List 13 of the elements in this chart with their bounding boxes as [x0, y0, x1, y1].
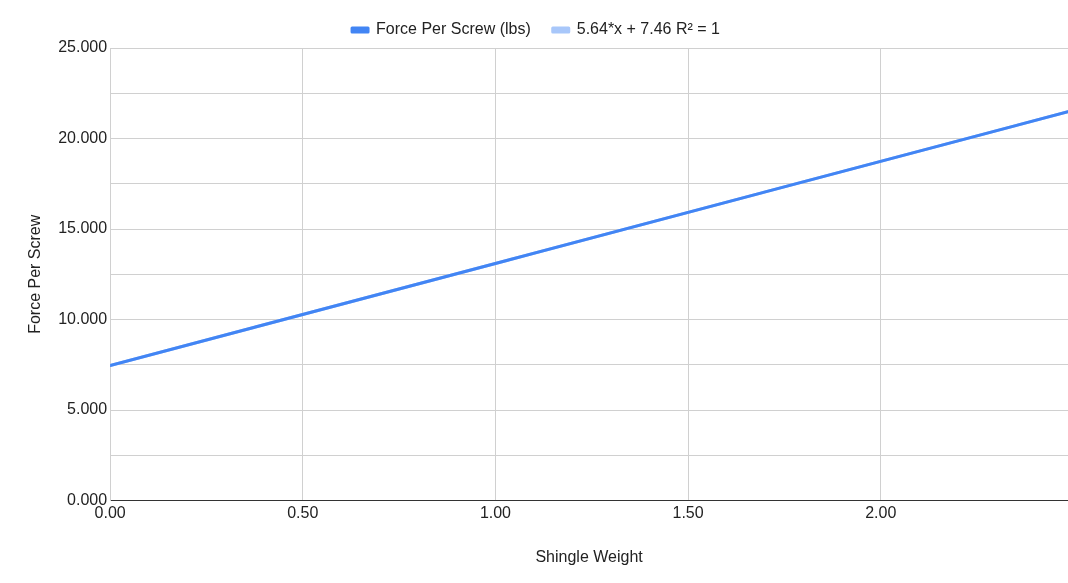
- y-tick-label: 25.000: [58, 38, 108, 56]
- x-tick-label: 2.00: [865, 503, 897, 521]
- x-tick-label: 1.00: [479, 503, 512, 521]
- legend-label: 5.64*x + 7.46 R² = 1: [576, 20, 721, 38]
- y-tick-label: 20.000: [58, 128, 108, 146]
- y-tick-label: 15.000: [58, 219, 108, 237]
- x-tick-label: 1.50: [672, 503, 704, 521]
- y-tick-label: 5.000: [67, 400, 108, 418]
- legend-label: Force Per Screw (lbs): [376, 20, 531, 38]
- x-tick-label: 0.50: [287, 503, 319, 521]
- y-axis-title: Force Per Screw: [26, 214, 44, 334]
- y-tick-label: 10.000: [58, 309, 108, 327]
- x-axis-title: Shingle Weight: [535, 547, 644, 565]
